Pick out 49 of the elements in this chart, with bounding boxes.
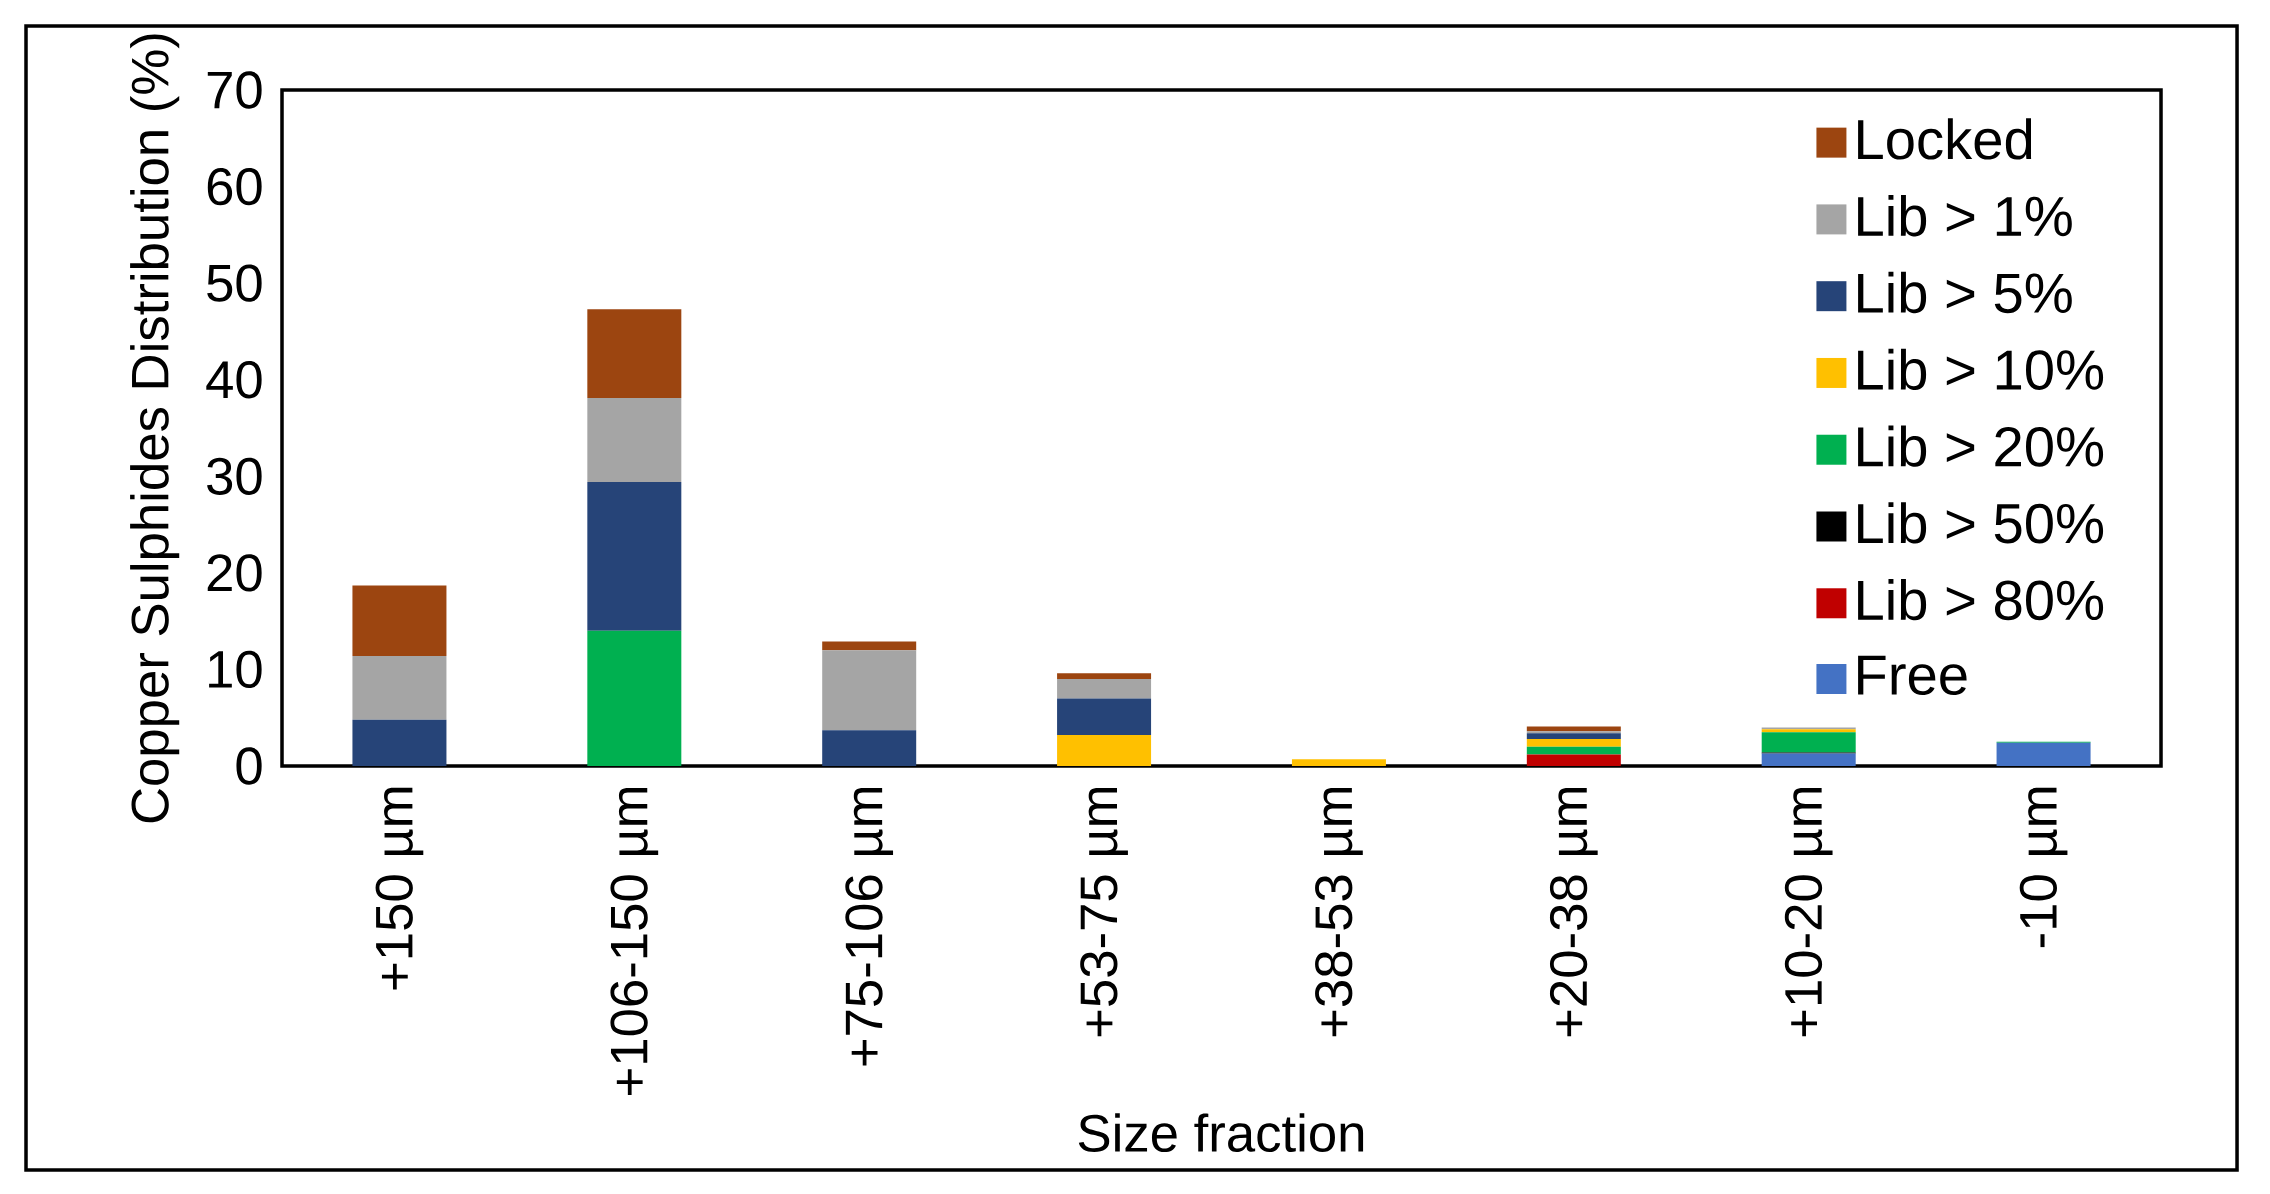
- y-tick-label: 0: [236, 747, 262, 785]
- bar: [352, 655, 447, 720]
- bar: [1526, 726, 1621, 732]
- x-tick-label: +10-20 µm: [1784, 787, 1833, 1037]
- bar: [822, 730, 917, 767]
- bar: [587, 309, 682, 399]
- y-tick-label: 20: [207, 554, 262, 592]
- bar: [822, 650, 917, 731]
- y-tick-label: 30: [207, 457, 262, 495]
- bar: [1057, 698, 1152, 736]
- y-axis-title: Copper Sulphides Distribution (%): [130, 34, 180, 823]
- x-tick-label: +20-38 µm: [1549, 787, 1598, 1037]
- x-tick-label: +150 µm: [375, 787, 424, 990]
- legend-label: Lib > 10%: [1858, 348, 2104, 390]
- y-tick-label: 40: [206, 361, 262, 399]
- legend-label: Free: [1858, 655, 1967, 695]
- bar: [587, 398, 682, 483]
- bar: [822, 641, 917, 651]
- x-tick-label: +53-75 µm: [1080, 787, 1128, 1037]
- x-tick-label: +75-106 µm: [845, 787, 894, 1066]
- legend-label: Lib > 50%: [1858, 502, 2104, 544]
- legend-label: Lib > 20%: [1858, 425, 2104, 467]
- bar: [1761, 753, 1856, 767]
- bar: [1761, 732, 1856, 753]
- bar: [1526, 746, 1621, 755]
- bar: [1057, 735, 1152, 767]
- bar: [587, 630, 682, 767]
- y-tick-label: 70: [207, 71, 262, 109]
- bar: [1057, 679, 1152, 699]
- legend-label: Lib > 80%: [1858, 578, 2104, 621]
- x-tick-label: -10 µm: [2019, 787, 2068, 948]
- bar: [1057, 673, 1152, 680]
- x-tick-label: +106-150 µm: [610, 787, 659, 1095]
- y-tick-label: 60: [207, 167, 262, 206]
- y-tick-label: 10: [209, 650, 262, 689]
- bar: [1526, 733, 1621, 739]
- x-axis-title: Size fraction: [1078, 1113, 1364, 1153]
- bar: [1996, 742, 2091, 767]
- y-tick-label: 50: [207, 264, 262, 302]
- legend-label: Lib > 1%: [1858, 195, 2072, 237]
- bar: [587, 482, 682, 631]
- bar: [1291, 759, 1386, 767]
- legend-label: Lib > 5%: [1858, 271, 2072, 314]
- bar: [1526, 754, 1621, 767]
- bar: [352, 585, 447, 656]
- bar: [1526, 738, 1621, 747]
- bar: [352, 719, 447, 767]
- legend-label: Locked: [1858, 118, 2032, 160]
- x-tick-label: +38-53 µm: [1315, 787, 1363, 1037]
